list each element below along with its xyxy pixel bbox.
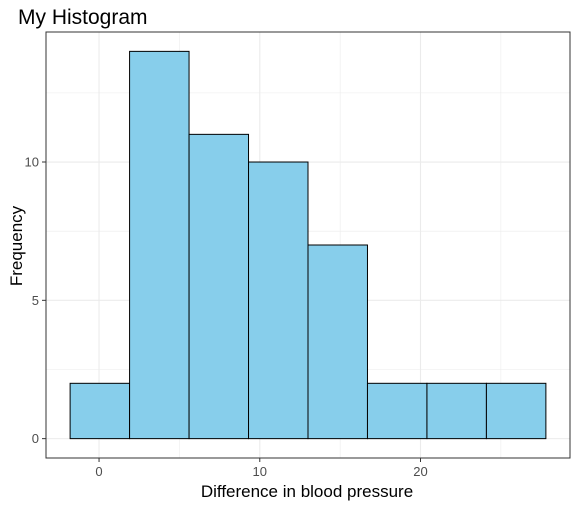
y-tick-label: 10 — [25, 155, 39, 170]
chart-title: My Histogram — [18, 6, 148, 29]
histogram-bar — [248, 161, 309, 440]
histogram-bar — [129, 50, 190, 440]
x-tick-label: 10 — [253, 464, 267, 479]
y-axis-title: Frequency — [7, 205, 26, 286]
histogram-bar — [69, 382, 131, 440]
ticks-layer: 0 10 20 0 5 10 — [25, 155, 428, 479]
histogram-bar — [307, 244, 368, 440]
plot-panel-border — [45, 31, 571, 459]
y-tick-label: 0 — [32, 431, 39, 446]
y-tick-label: 5 — [32, 293, 39, 308]
x-tick-label: 20 — [413, 464, 427, 479]
x-axis-title: Difference in blood pressure — [201, 482, 413, 501]
x-tick-label: 0 — [95, 464, 102, 479]
histogram-bar — [426, 382, 487, 440]
histogram-bar — [485, 382, 547, 440]
histogram-bar — [188, 133, 250, 440]
bars-layer — [69, 50, 547, 440]
histogram-bar — [366, 382, 428, 440]
